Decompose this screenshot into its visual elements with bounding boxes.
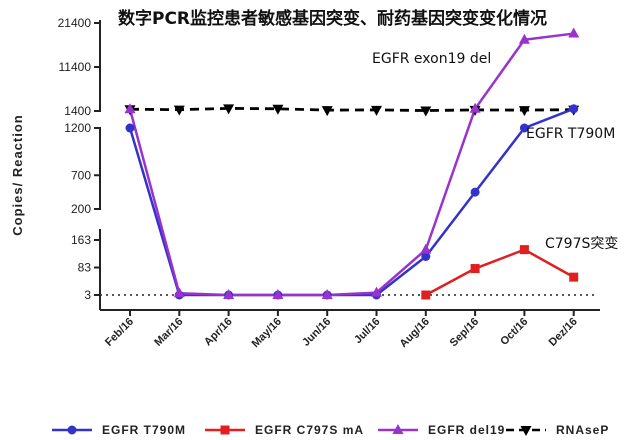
legend-marker-egfr-del19 — [392, 424, 404, 434]
legend-marker-egfr-t790m — [67, 425, 77, 435]
data-point-egfr-del19 — [371, 286, 382, 297]
data-point-egfr-del19 — [272, 289, 284, 299]
y-tick-label: 700 — [71, 168, 91, 182]
y-tick-label: 1400 — [64, 104, 91, 118]
data-point-egfr-del19 — [568, 27, 580, 38]
data-point-rnasep — [420, 106, 432, 117]
data-point-egfr-t790m — [125, 123, 135, 133]
y-tick-label: 21400 — [58, 16, 92, 30]
x-tick-label: Dez/16 — [547, 316, 580, 349]
data-point-rnasep — [321, 106, 333, 117]
x-tick-label: May/16 — [250, 316, 284, 350]
legend-label-rnasep: RNAseP — [556, 423, 609, 437]
data-point-rnasep — [272, 104, 284, 115]
series-line-egfr-del19 — [128, 32, 574, 297]
annotation-exon19: EGFR exon19 del — [372, 51, 491, 67]
data-point-egfr-c797s-ma — [519, 245, 529, 255]
series-line-egfr-c797s-ma — [425, 248, 575, 297]
annotation-c797s: C797S突变 — [545, 236, 618, 252]
data-point-egfr-t790m — [569, 104, 579, 114]
legend-label-egfr-t790m: EGFR T790M — [102, 423, 186, 437]
x-tick-label: Jul/16 — [352, 316, 383, 347]
data-point-egfr-del19 — [469, 102, 481, 113]
data-point-rnasep — [518, 106, 530, 117]
series-line-egfr-t790m — [128, 107, 575, 297]
data-point-egfr-del19 — [223, 289, 235, 299]
x-tick-label: Mar/16 — [152, 316, 185, 349]
data-point-egfr-t790m — [519, 123, 529, 133]
data-point-egfr-del19 — [173, 287, 185, 298]
y-axis-label: Copies/ Reaction — [10, 114, 25, 235]
y-tick-label: 83 — [78, 261, 92, 275]
series-line-rnasep — [129, 106, 574, 112]
chart-title: 数字PCR监控患者敏感基因突变、耐药基因突变变化情况 — [118, 8, 547, 29]
legend-marker-rnasep — [520, 426, 532, 436]
data-point-egfr-c797s-ma — [421, 290, 431, 300]
y-tick-label: 200 — [71, 202, 91, 216]
x-tick-label: Feb/16 — [103, 316, 136, 349]
legend-label-egfr-c797s-ma: EGFR C797S mA — [255, 423, 364, 437]
legend-label-egfr-del19: EGFR del19 — [428, 423, 505, 437]
data-point-egfr-del19 — [124, 103, 136, 114]
x-tick-label: Sep/16 — [448, 316, 482, 350]
y-tick-label: 3 — [84, 288, 91, 302]
data-point-egfr-del19 — [518, 33, 530, 44]
data-point-egfr-c797s-ma — [470, 264, 480, 274]
data-point-rnasep — [223, 104, 235, 115]
data-point-egfr-del19 — [321, 289, 333, 299]
data-point-rnasep — [371, 105, 382, 116]
data-point-egfr-del19 — [420, 243, 432, 254]
x-tick-label: Oct/16 — [498, 316, 530, 348]
data-point-egfr-c797s-ma — [569, 272, 579, 282]
x-tick-label: Apr/16 — [202, 316, 235, 349]
x-tick-label: Aug/16 — [397, 316, 431, 350]
data-point-egfr-t790m — [470, 187, 480, 197]
x-tick-label: Jun/16 — [300, 316, 333, 349]
data-point-egfr-t790m — [421, 252, 431, 261]
y-tick-label: 163 — [71, 233, 91, 247]
legend-marker-egfr-c797s-ma — [220, 425, 230, 435]
annotation-t790m: EGFR T790M — [526, 126, 615, 142]
data-point-rnasep — [173, 105, 185, 116]
y-tick-label: 1200 — [64, 121, 91, 135]
y-tick-label: 11400 — [59, 60, 92, 74]
